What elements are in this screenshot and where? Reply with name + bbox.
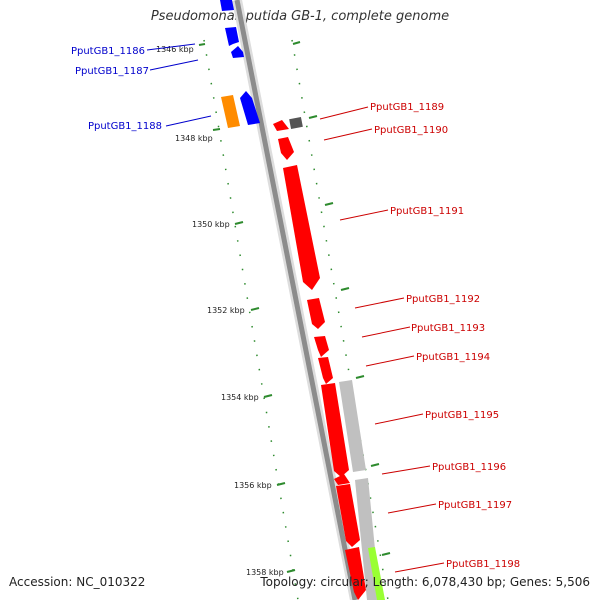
scale-label: 1356 kbp	[234, 481, 272, 490]
gene-label-1195[interactable]: PputGB1_1195	[425, 410, 499, 421]
leader-line-1188	[165, 115, 212, 127]
gene-arrow-1189	[273, 120, 289, 131]
gene-arrow-1197	[336, 484, 360, 547]
accession-text: Accession: NC_010322	[9, 575, 146, 589]
backbone-line	[234, 0, 358, 600]
gene-arrow-1191	[283, 165, 320, 290]
scale-tick	[308, 115, 318, 119]
scale-tick	[198, 43, 206, 46]
gene-labels-right: PputGB1_1189 PputGB1_1190 PputGB1_1191 P…	[370, 102, 520, 570]
scale-tick	[212, 128, 221, 131]
scale-tick	[355, 375, 365, 379]
scale-label: 1350 kbp	[192, 220, 230, 229]
gene-label-1193[interactable]: PputGB1_1193	[411, 323, 485, 334]
features-forward	[273, 116, 366, 600]
leader-line-1192	[354, 297, 405, 309]
gene-label-1187[interactable]: PputGB1_1187	[75, 66, 149, 77]
gene-arrow-1186b	[225, 27, 239, 46]
scale-tick	[263, 394, 273, 398]
gene-labels-left: PputGB1_1186 PputGB1_1187 PputGB1_1188	[71, 46, 162, 132]
gene-arrow-1188-orange	[221, 95, 240, 128]
gene-arrow-1195	[321, 383, 349, 477]
gene-block-1189b	[289, 116, 303, 130]
leader-line-1197	[387, 503, 437, 514]
gene-label-1192[interactable]: PputGB1_1192	[406, 294, 480, 305]
scale-tick	[340, 287, 350, 291]
scale-tick	[250, 307, 260, 311]
leader-line-1189	[319, 106, 369, 120]
scale-ticks	[198, 41, 391, 573]
gene-label-1188[interactable]: PputGB1_1188	[88, 121, 162, 132]
scale-tick	[370, 463, 380, 467]
leader-line-1191	[339, 209, 389, 221]
leader-line-1190	[323, 128, 373, 141]
gene-label-1197[interactable]: PputGB1_1197	[438, 500, 512, 511]
leader-line-1187	[149, 59, 199, 71]
gene-arrow-1188	[240, 91, 260, 125]
gene-label-1186[interactable]: PputGB1_1186	[71, 46, 145, 57]
gene-label-1189[interactable]: PputGB1_1189	[370, 102, 444, 113]
genome-summary-text: Topology: circular; Length: 6,078,430 bp…	[260, 575, 590, 589]
leader-lines-right	[319, 106, 445, 573]
scale-tick	[276, 482, 286, 486]
scale-tick	[324, 202, 334, 206]
gene-label-1196[interactable]: PputGB1_1196	[432, 462, 506, 473]
leader-line-1195	[374, 413, 424, 425]
gene-label-1194[interactable]: PputGB1_1194	[416, 352, 490, 363]
gene-arrow-1187	[231, 46, 244, 58]
leader-line-1186	[146, 43, 196, 51]
leader-line-1193	[361, 326, 411, 338]
gene-arrow-1193	[314, 336, 329, 357]
gene-arrow-1194	[318, 357, 333, 384]
scale-tick	[381, 552, 391, 556]
scale-tick	[292, 41, 301, 45]
features-grey	[339, 380, 385, 600]
scale-label: 1354 kbp	[221, 393, 259, 402]
scale-labels: 1346 kbp 1348 kbp 1350 kbp 1352 kbp 1354…	[156, 45, 284, 577]
leader-line-1196	[381, 465, 431, 475]
scale-tick	[234, 221, 244, 225]
gene-arrow-1190	[278, 137, 294, 160]
gene-arrow-1198	[345, 547, 366, 600]
grey-block-1195	[339, 380, 366, 472]
gene-arrow-1186	[220, 0, 234, 11]
gene-label-1191[interactable]: PputGB1_1191	[390, 206, 464, 217]
backbone	[232, 0, 360, 600]
gene-arrow-1192	[307, 298, 325, 329]
features-reverse	[220, 0, 260, 128]
gene-label-1198[interactable]: PputGB1_1198	[446, 559, 520, 570]
leader-lines-left	[146, 43, 212, 127]
scale-label: 1352 kbp	[207, 306, 245, 315]
green-block-1198	[368, 547, 385, 600]
leader-line-1194	[365, 355, 415, 367]
map-title: Pseudomonas putida GB-1, complete genome	[150, 9, 450, 24]
gene-arrow-1196	[334, 474, 350, 485]
scale-label: 1348 kbp	[175, 134, 213, 143]
scale-tick	[286, 569, 296, 573]
scale-label: 1358 kbp	[246, 568, 284, 577]
gene-label-1190[interactable]: PputGB1_1190	[374, 125, 448, 136]
scale-label: 1346 kbp	[156, 45, 194, 54]
leader-line-1198	[394, 562, 445, 573]
